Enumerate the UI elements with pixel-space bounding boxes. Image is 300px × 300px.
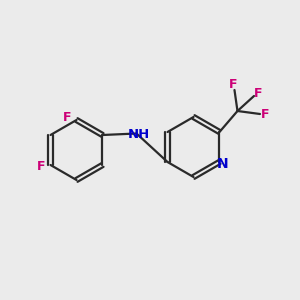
Text: NH: NH xyxy=(128,128,150,141)
Text: F: F xyxy=(254,86,263,100)
Text: N: N xyxy=(217,158,228,171)
Text: F: F xyxy=(37,160,46,173)
Text: F: F xyxy=(63,111,72,124)
Text: F: F xyxy=(261,107,270,121)
Text: F: F xyxy=(229,78,237,91)
